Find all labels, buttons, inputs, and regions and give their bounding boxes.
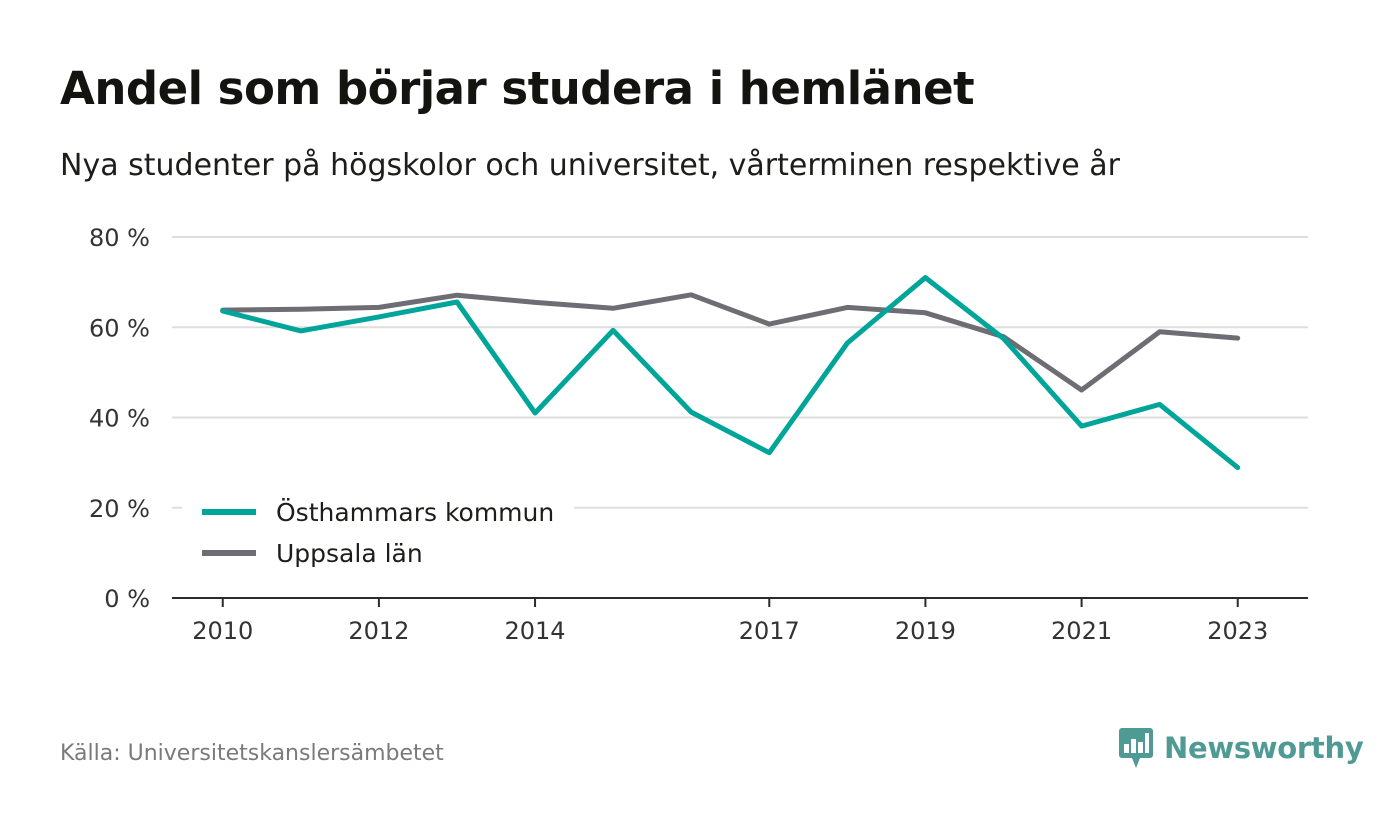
line-chart: 0 % 20 % 40 % 60 % 80 % 2010 2012 2014 2017 2019… [89, 224, 1308, 645]
x-tick-label: 2014 [505, 617, 566, 645]
y-tick-label: 0 % [104, 585, 150, 613]
y-tick-label: 40 % [89, 405, 150, 433]
legend-background [182, 488, 574, 584]
y-tick-label: 20 % [89, 495, 150, 523]
series-lines [220, 275, 1241, 471]
series-line-2 [220, 292, 1241, 393]
x-axis-ticks: 2010 2012 2014 2017 2019 2021 2023 [192, 598, 1268, 645]
series-line-1 [220, 275, 1241, 471]
y-tick-label: 80 % [89, 224, 150, 252]
x-tick-label: 2017 [739, 617, 800, 645]
legend-label: Östhammars kommun [276, 498, 554, 527]
chart-title: Andel som börjar studera i hemlänet [60, 62, 975, 115]
brand-logo[interactable]: Newsworthy [1118, 726, 1364, 770]
x-tick-label: 2023 [1207, 617, 1268, 645]
brand-name: Newsworthy [1164, 731, 1364, 765]
chart-subtitle: Nya studenter på högskolor och universit… [60, 148, 1120, 183]
x-tick-label: 2012 [348, 617, 409, 645]
y-axis-ticks: 0 % 20 % 40 % 60 % 80 % [89, 224, 150, 613]
legend-label: Uppsala län [276, 539, 423, 568]
x-tick-label: 2021 [1051, 617, 1112, 645]
source-note: Källa: Universitetskanslersämbetet [60, 741, 444, 766]
y-tick-label: 60 % [89, 314, 150, 342]
legend: Östhammars kommun Uppsala län [182, 488, 574, 584]
x-tick-label: 2019 [895, 617, 956, 645]
x-tick-label: 2010 [192, 617, 253, 645]
newsworthy-logo-icon [1119, 728, 1153, 768]
